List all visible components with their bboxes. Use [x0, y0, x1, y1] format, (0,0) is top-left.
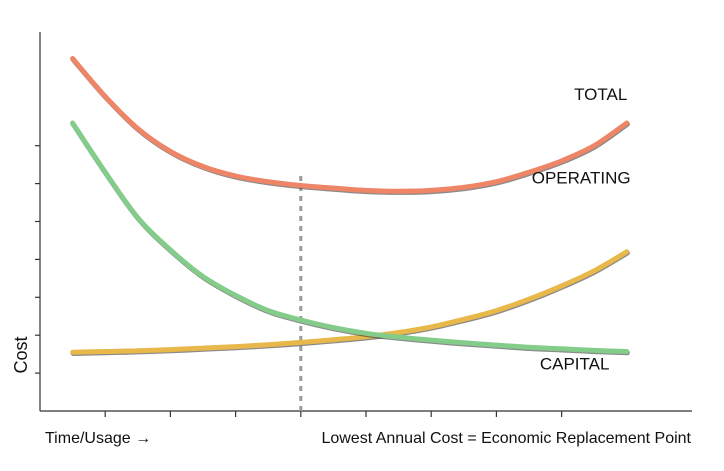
- capital-series-label: CAPITAL: [540, 354, 610, 373]
- x-axis-label: Time/Usage →: [45, 430, 151, 447]
- operating-line: [70, 249, 630, 355]
- replacement-point-annotation: Lowest Annual Cost = Economic Replacemen…: [321, 430, 691, 447]
- x-ticks: [104, 411, 563, 417]
- operating-series-label: OPERATING: [532, 169, 631, 188]
- capital-line: [70, 120, 630, 354]
- series-labels: TOTAL OPERATING CAPITAL: [532, 85, 631, 373]
- y-axis-label: Cost: [11, 336, 31, 373]
- series-lines: [70, 56, 630, 357]
- axes: [35, 32, 692, 417]
- total-series-label: TOTAL: [574, 85, 627, 104]
- y-ticks: [35, 145, 40, 374]
- total-line: [70, 56, 630, 194]
